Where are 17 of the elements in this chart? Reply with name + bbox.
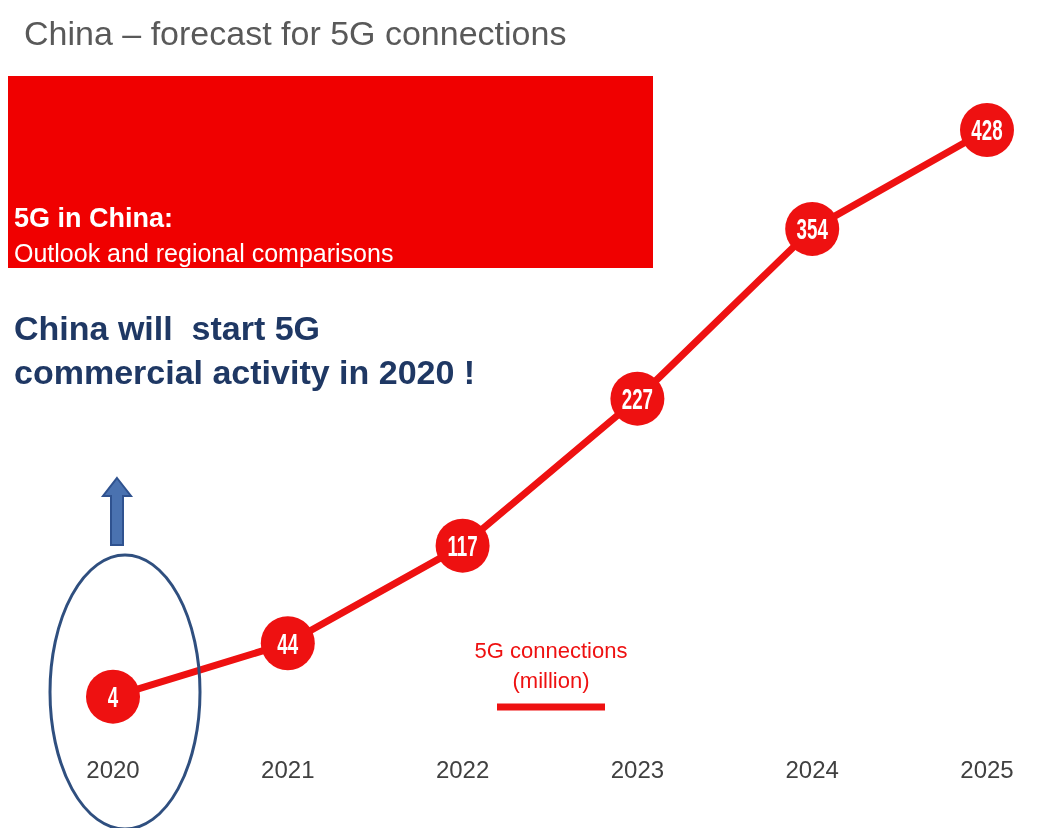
data-label: 4 <box>107 680 119 713</box>
data-label: 428 <box>971 114 1003 147</box>
x-tick-label: 2025 <box>960 756 1014 783</box>
text: 5G connections (million) <box>474 638 628 693</box>
x-tick-label: 2024 <box>785 756 839 783</box>
annotation: China will start 5G commercial activity in 2020 ! <box>14 309 476 391</box>
data-label: 44 <box>277 627 299 660</box>
data-label: 117 <box>447 529 478 562</box>
x-tick-label: 2023 <box>610 756 665 783</box>
data-label: 227 <box>621 382 654 415</box>
chart-title: China – forecast for 5G connections <box>24 14 567 52</box>
x-tick-label: 2022 <box>435 756 490 783</box>
x-tick-label: 2020 <box>86 756 140 783</box>
annotation: Outlook and regional comparisons <box>14 239 394 267</box>
x-tick-label: 2021 <box>261 756 315 783</box>
annotation: 5G in China: <box>14 203 174 233</box>
data-label: 354 <box>796 213 829 246</box>
